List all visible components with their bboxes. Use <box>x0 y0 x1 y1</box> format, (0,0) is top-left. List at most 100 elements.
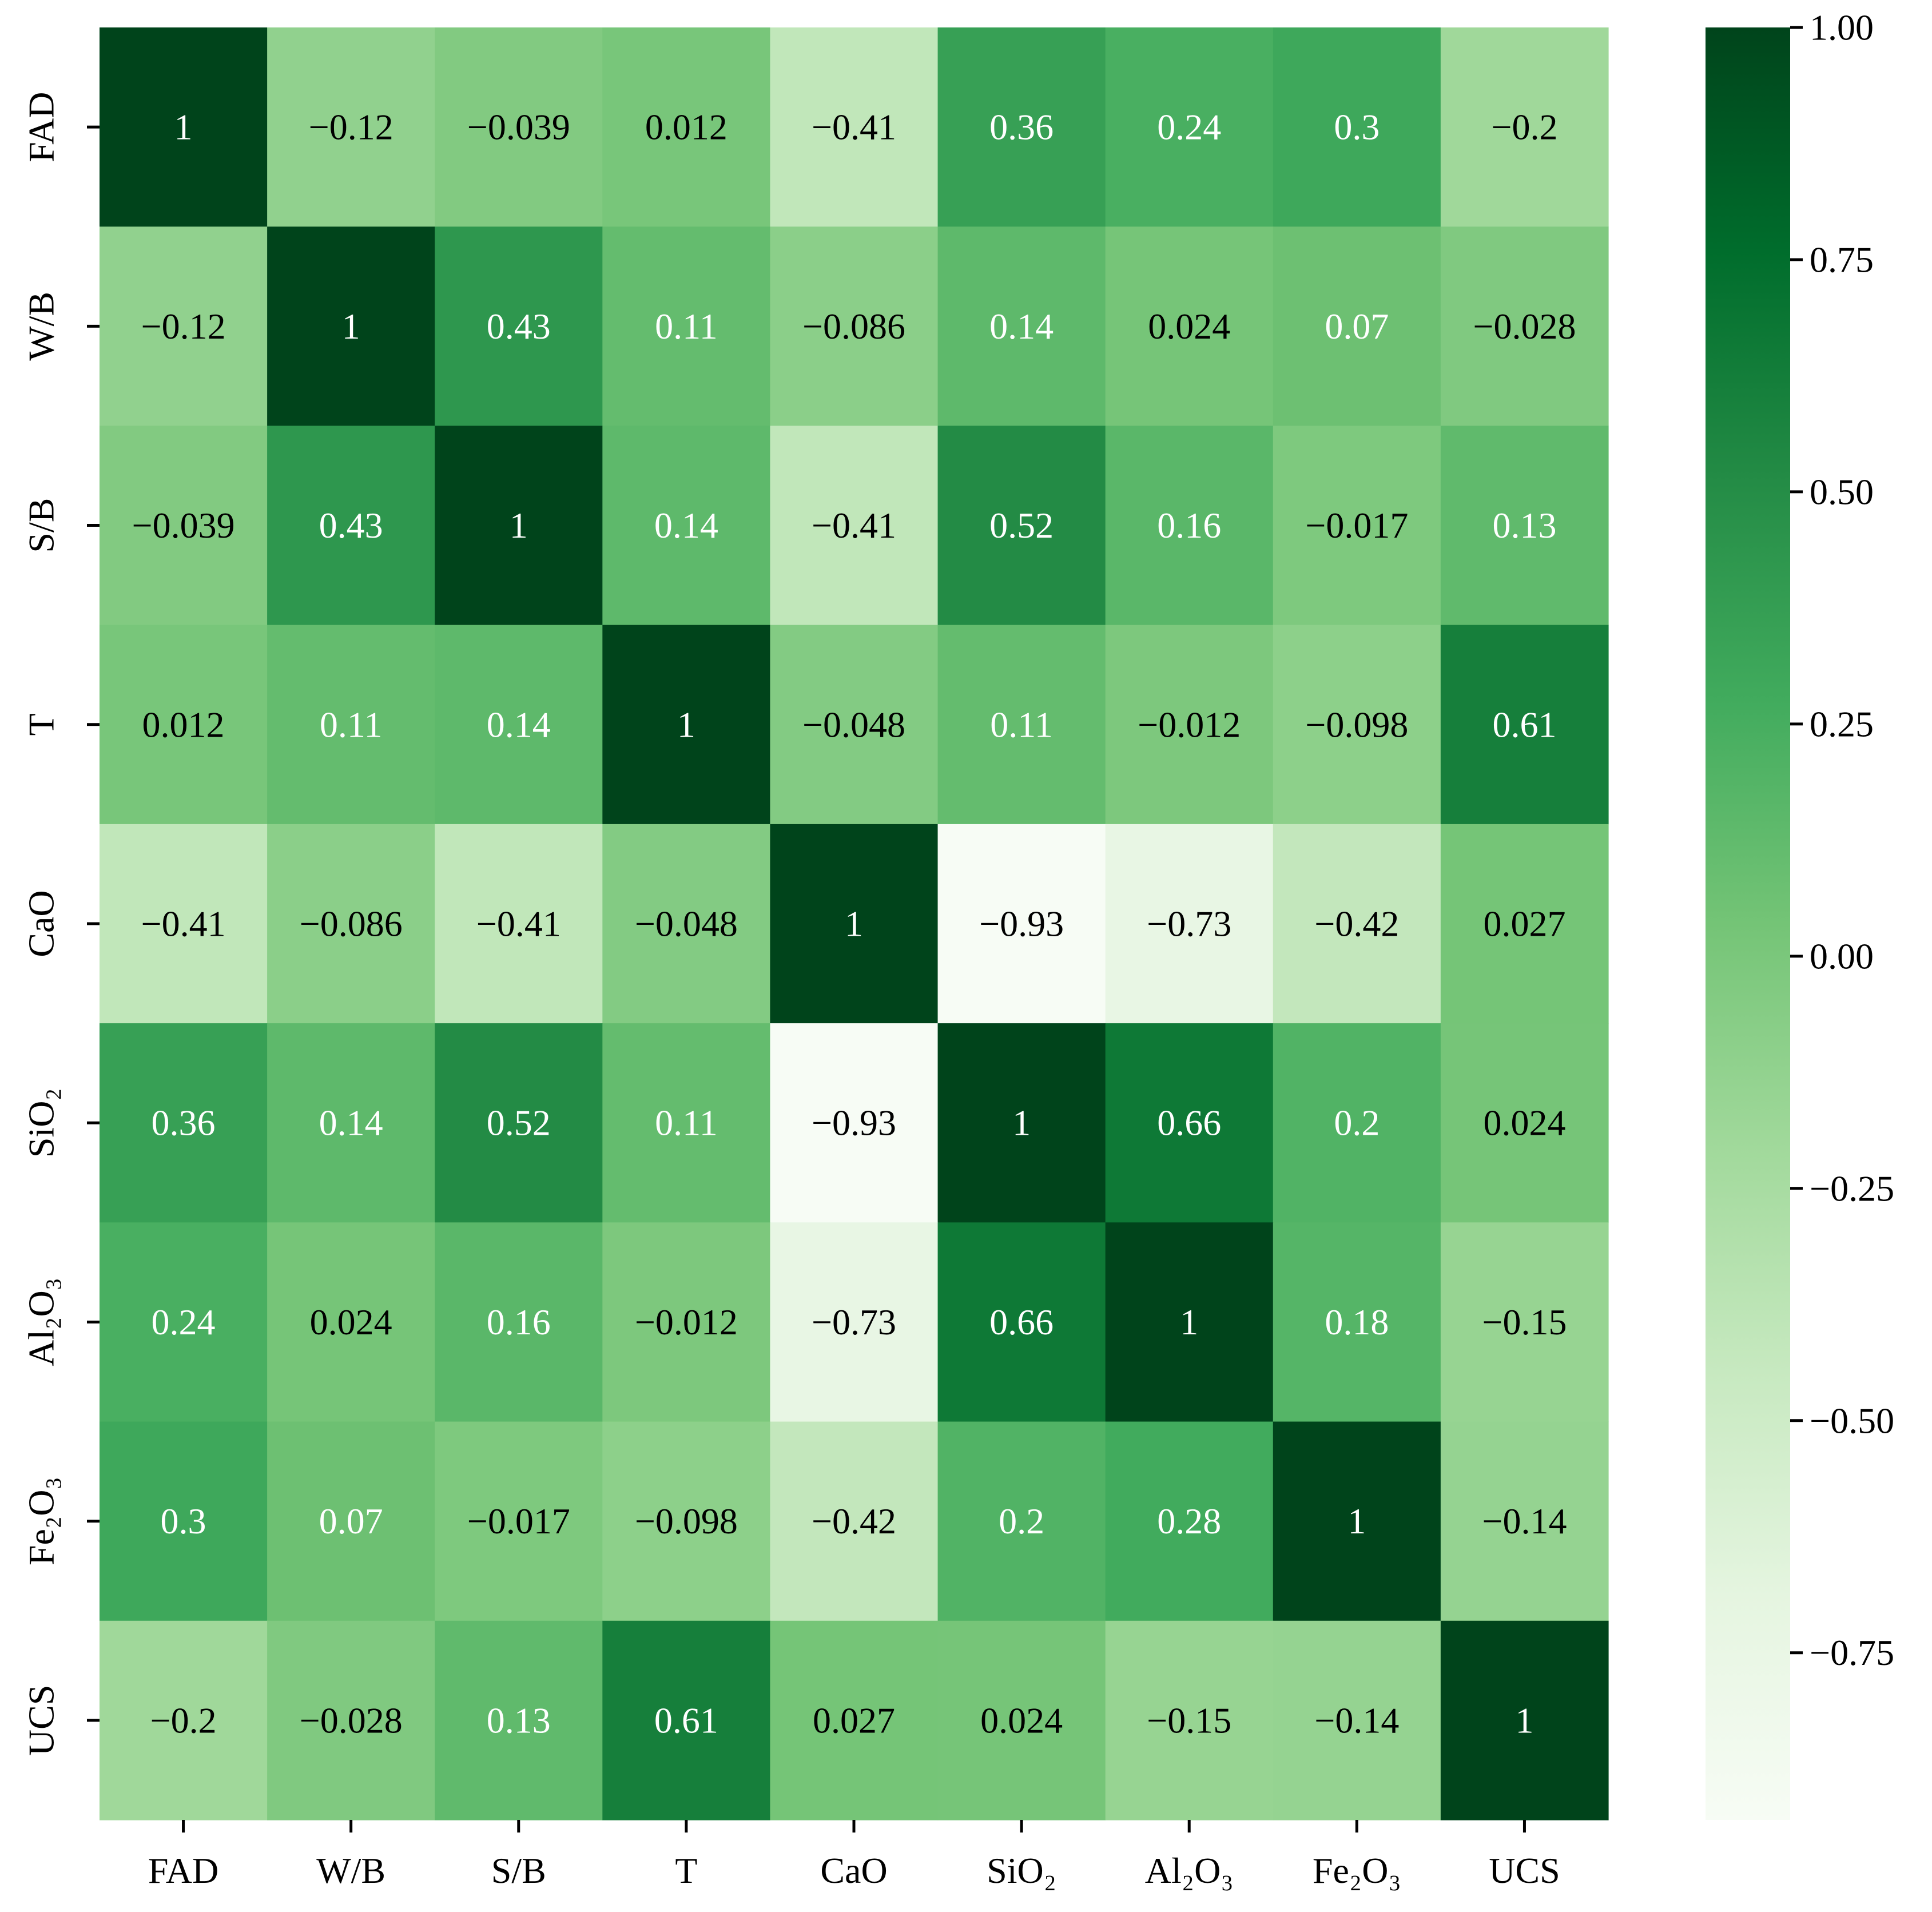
colorbar-tick-label: 0.50 <box>1810 471 1874 512</box>
heatmap-cell <box>100 426 268 626</box>
heatmap-cell <box>1105 625 1274 825</box>
x-tick-label: CaO <box>820 1850 887 1891</box>
cell-value-label: 0.2 <box>1334 1103 1380 1143</box>
cell-value-label: −0.12 <box>309 107 393 148</box>
cell-value-label: −0.086 <box>802 306 905 347</box>
cell-value-label: 0.36 <box>989 107 1054 148</box>
cell-value-label: 0.027 <box>813 1700 895 1740</box>
heatmap-cell <box>1440 226 1609 427</box>
cell-value-label: 0.3 <box>161 1501 206 1541</box>
heatmap-cell <box>1105 226 1274 427</box>
cell-value-label: −0.028 <box>1473 306 1576 347</box>
cell-value-label: 0.11 <box>655 306 718 347</box>
cell-value-label: 0.61 <box>1492 704 1556 745</box>
heatmap-cell <box>937 1222 1106 1422</box>
heatmap-cell <box>435 27 603 227</box>
y-tick-label: Al₂O₃ <box>21 1278 62 1366</box>
heatmap-cell <box>937 226 1106 427</box>
heatmap-cell <box>1273 27 1441 227</box>
cell-value-label: −0.73 <box>1147 904 1231 944</box>
heatmap-cell <box>602 1222 771 1422</box>
cell-value-label: −0.039 <box>467 107 570 148</box>
cell-value-label: −0.017 <box>467 1501 570 1541</box>
heatmap-cell <box>435 226 603 427</box>
heatmap-cell <box>770 824 939 1024</box>
heatmap-cell <box>267 27 435 227</box>
heatmap-cell <box>267 625 435 825</box>
cell-value-label: 0.012 <box>142 704 225 745</box>
cell-value-label: 1 <box>677 704 695 745</box>
cell-value-label: −0.15 <box>1147 1700 1231 1740</box>
cell-value-label: 0.11 <box>990 704 1053 745</box>
cell-value-label: 1 <box>342 306 360 347</box>
heatmap-cell <box>602 824 771 1024</box>
colorbar-tick-label: 1.00 <box>1810 7 1874 48</box>
heatmap-cell <box>937 1023 1106 1223</box>
heatmap-cell <box>937 1620 1106 1820</box>
cell-value-label: 1 <box>1180 1302 1198 1342</box>
heatmap-cells: 1 −0.12 −0.039 0.012 −0.41 0.36 0.24 0.3 −0.2 −0.… <box>100 27 1609 1820</box>
cell-value-label: 1 <box>1012 1103 1031 1143</box>
cell-value-label: 0.14 <box>319 1103 383 1143</box>
cell-value-label: 1 <box>1347 1501 1366 1541</box>
heatmap-cell <box>602 226 771 427</box>
heatmap-cell <box>1273 1421 1441 1621</box>
heatmap-cell <box>267 1222 435 1422</box>
heatmap-cell <box>1440 1222 1609 1422</box>
cell-value-label: −0.012 <box>635 1302 738 1342</box>
heatmap-cell <box>100 1222 268 1422</box>
heatmap-cell <box>267 1620 435 1820</box>
cell-value-label: 0.52 <box>989 505 1054 546</box>
cell-value-label: −0.42 <box>812 1501 896 1541</box>
cell-value-label: −0.14 <box>1482 1501 1567 1541</box>
heatmap-cell <box>770 1421 939 1621</box>
x-tick-label: Al₂O₃ <box>1145 1850 1234 1891</box>
heatmap-cell <box>602 1620 771 1820</box>
heatmap-cell <box>267 226 435 427</box>
cell-value-label: 0.18 <box>1325 1302 1389 1342</box>
y-axis: FAD W/B S/B T CaO SiO₂ Al₂O₃ Fe₂O₃ UCS <box>21 92 100 1756</box>
cell-value-label: 0.07 <box>1325 306 1389 347</box>
x-tick-label: UCS <box>1489 1850 1560 1891</box>
heatmap-cell <box>1273 426 1441 626</box>
cell-value-label: 0.11 <box>655 1103 718 1143</box>
colorbar-tick-label: 0.25 <box>1810 703 1874 744</box>
heatmap-cell <box>100 226 268 427</box>
colorbar-gradient <box>1706 27 1790 1820</box>
cell-value-label: 0.24 <box>1157 107 1221 148</box>
cell-value-label: −0.73 <box>812 1302 896 1342</box>
cell-value-label: 0.16 <box>1157 505 1221 546</box>
cell-value-label: 1 <box>1515 1700 1533 1740</box>
heatmap-cell <box>1273 1620 1441 1820</box>
heatmap-cell <box>1273 226 1441 427</box>
cell-value-label: −0.42 <box>1314 904 1399 944</box>
cell-value-label: 0.13 <box>1492 505 1556 546</box>
cell-value-label: 0.024 <box>310 1302 392 1342</box>
cell-value-label: 0.024 <box>980 1700 1063 1740</box>
cell-value-label: −0.017 <box>1305 505 1408 546</box>
cell-value-label: −0.12 <box>141 306 226 347</box>
cell-value-label: 0.024 <box>1483 1103 1565 1143</box>
heatmap-cell <box>1440 824 1609 1024</box>
heatmap-cell <box>1440 625 1609 825</box>
heatmap-cell <box>435 1620 603 1820</box>
cell-value-label: 0.13 <box>487 1700 551 1740</box>
heatmap-cell <box>770 226 939 427</box>
cell-value-label: 1 <box>845 904 863 944</box>
y-tick-label: FAD <box>21 92 62 162</box>
x-tick-label: T <box>675 1850 697 1891</box>
cell-value-label: −0.039 <box>132 505 235 546</box>
heatmap-cell <box>602 426 771 626</box>
heatmap-cell <box>267 1023 435 1223</box>
x-tick-label: S/B <box>491 1850 546 1891</box>
cell-value-label: 0.14 <box>654 505 718 546</box>
heatmap-cell <box>1440 27 1609 227</box>
heatmap-cell <box>1440 1620 1609 1820</box>
heatmap-cell <box>1273 625 1441 825</box>
heatmap-cell <box>100 625 268 825</box>
heatmap-cell <box>100 1023 268 1223</box>
cell-value-label: 0.07 <box>319 1501 383 1541</box>
cell-value-label: −0.41 <box>476 904 561 944</box>
cell-value-label: 0.66 <box>1157 1103 1221 1143</box>
cell-value-label: −0.93 <box>979 904 1064 944</box>
